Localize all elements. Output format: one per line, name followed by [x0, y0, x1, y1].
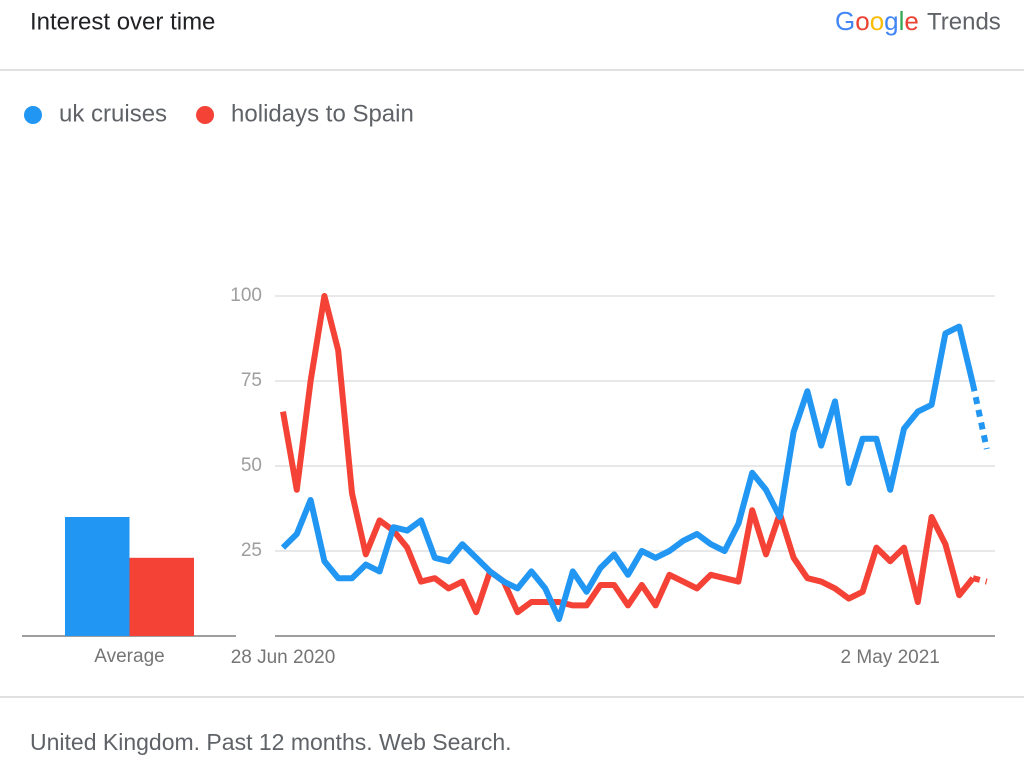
legend-marker [196, 106, 215, 124]
brand-product: Trends [927, 8, 1001, 35]
chart-title: Interest over time [30, 8, 215, 35]
brand-logo: Google [835, 6, 919, 36]
y-tick-label: 75 [241, 370, 262, 391]
y-tick-label: 25 [241, 540, 262, 561]
x-tick-label: 2 May 2021 [841, 647, 940, 668]
series-line-partial [970, 383, 990, 450]
average-label: Average [94, 646, 164, 667]
series-line-partial [972, 575, 988, 585]
series-line [280, 323, 976, 622]
average-bar [65, 517, 130, 636]
y-tick-label: 100 [230, 285, 262, 306]
legend-label: uk cruises [59, 100, 167, 127]
footer-text: United Kingdom. Past 12 months. Web Sear… [30, 729, 512, 755]
legend-label: holidays to Spain [231, 100, 414, 127]
average-bar [129, 557, 194, 636]
series-line [280, 293, 976, 616]
y-tick-label: 50 [241, 455, 262, 476]
legend-marker [24, 106, 42, 124]
x-tick-label: 28 Jun 2020 [231, 647, 336, 668]
